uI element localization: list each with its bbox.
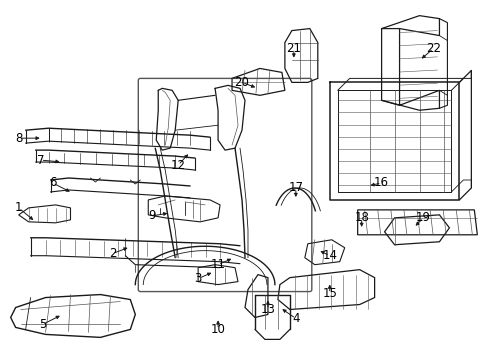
Text: 1: 1 — [15, 201, 22, 215]
Text: 8: 8 — [15, 132, 22, 145]
Text: 22: 22 — [425, 42, 440, 55]
Text: 9: 9 — [148, 210, 156, 222]
Text: 3: 3 — [194, 272, 202, 285]
Text: 16: 16 — [373, 176, 388, 189]
Text: 11: 11 — [210, 258, 225, 271]
Text: 17: 17 — [288, 181, 303, 194]
Text: 20: 20 — [234, 76, 249, 89]
Text: 10: 10 — [210, 323, 225, 336]
Text: 6: 6 — [49, 176, 56, 189]
Text: 5: 5 — [39, 318, 46, 331]
Text: 19: 19 — [415, 211, 430, 224]
Text: 15: 15 — [322, 287, 337, 300]
Text: 7: 7 — [37, 154, 44, 167]
Text: 13: 13 — [260, 303, 275, 316]
Text: 2: 2 — [108, 247, 116, 260]
Text: 12: 12 — [170, 158, 185, 172]
Text: 21: 21 — [286, 42, 301, 55]
Text: 4: 4 — [291, 312, 299, 325]
Text: 14: 14 — [322, 249, 337, 262]
Text: 18: 18 — [353, 211, 368, 224]
